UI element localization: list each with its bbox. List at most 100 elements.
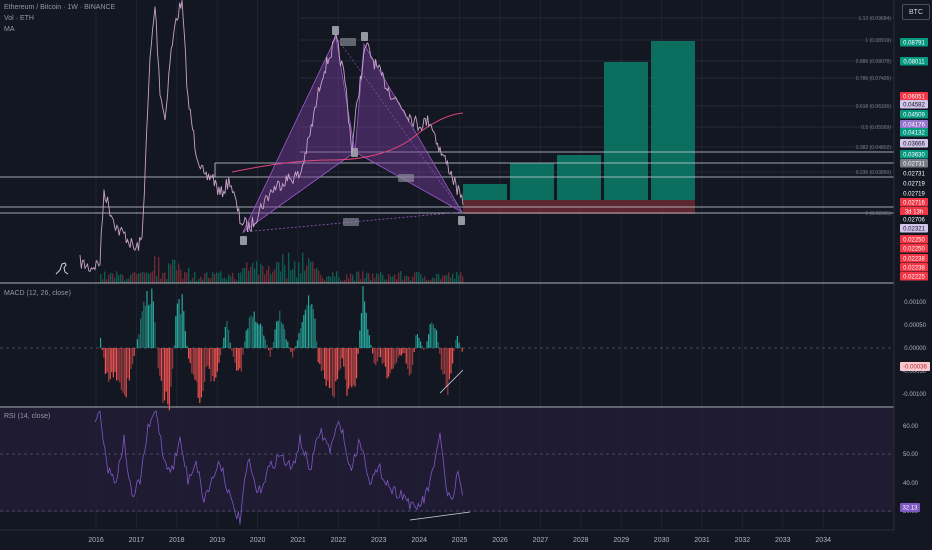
macd-bar [437,342,439,348]
volume-bar [456,271,458,283]
macd-bar [120,348,122,391]
volume-bar [280,271,282,283]
volume-bar [156,276,158,283]
volume-bar [110,272,112,283]
macd-bar [348,348,350,389]
macd-legend[interactable]: MACD (12, 26, close) [4,290,71,297]
macd-bar [159,348,161,376]
macd-bar [192,348,194,375]
macd-bar [189,348,191,364]
price-badge [900,244,928,253]
macd-bar [164,348,166,401]
volume-bar [300,273,302,283]
volume-bar [372,273,374,283]
macd-bar [370,344,372,348]
macd-bar [248,317,250,348]
currency-button[interactable]: BTC [902,4,930,20]
macd-bar [112,348,114,378]
volume-bar [400,271,402,283]
macd-bar [188,348,190,359]
volume-bar [338,276,340,283]
macd-bar [383,348,385,363]
macd-bar [146,291,148,348]
volume-bar [218,272,220,283]
macd-bar [268,348,270,351]
macd-bar [176,303,178,348]
macd-bar [141,311,143,348]
volume-bar [172,259,174,283]
volume-bar [160,278,162,283]
macd-bar [125,348,127,398]
macd-bar [183,311,185,348]
macd-bar [352,348,354,385]
volume-bar [200,276,202,283]
time-axis-label: 2034 [815,537,831,544]
macd-bar [380,348,382,358]
macd-bar [421,345,423,348]
macd-bar [226,320,228,348]
volume-bar [324,280,326,283]
macd-bar [304,309,306,348]
macd-bar [151,288,153,348]
macd-bar [341,348,343,359]
macd-bar [292,348,294,358]
macd-bar [317,348,319,363]
macd-bar [170,348,172,387]
projection-bar-3 [557,155,601,200]
volume-bar [388,274,390,283]
macd-bar [269,348,271,357]
time-axis[interactable]: 2016 2017 2018 2019 2020 2021 2022 2023 2024 2025… [88,537,831,544]
volume-bar [108,274,110,283]
macd-bar [284,329,286,348]
macd-bar [114,348,116,372]
macd-bar [389,348,391,373]
macd-bar [247,328,249,348]
macd-bar [136,339,138,348]
macd-bar [364,301,366,348]
rsi-legend[interactable]: RSI (14, close) [4,413,51,420]
volume-bar [174,259,176,283]
volume-bar [366,272,368,283]
volume-bar [386,279,388,283]
volume-bar [234,278,236,283]
volume-bar [114,277,116,283]
macd-bar [351,348,353,388]
macd-scale-tick: 0.00050 [904,323,926,329]
macd-bar [207,348,209,366]
rsi-current-badge [900,503,920,512]
macd-bar [399,348,401,356]
volume-bar [330,276,332,283]
volume-bar [232,272,234,283]
volume-bar [306,265,308,283]
price-badge-text: 3d 13h [905,209,923,215]
volume-bar [348,278,350,283]
macd-bar [426,341,428,348]
price-badge [900,159,928,168]
macd-bar [135,348,137,349]
volume-bar [214,274,216,283]
time-axis-label: 2019 [209,537,225,544]
macd-bar [274,329,276,348]
volume-bar [416,271,418,283]
macd-bar [410,348,412,374]
ma-legend[interactable]: MA [4,26,15,33]
macd-bar [450,348,452,374]
macd-bar [432,324,434,348]
macd-bar [242,348,244,355]
price-badge [900,128,928,137]
volume-bar [334,276,336,283]
macd-bar [282,324,284,348]
pattern-ratio-3 [343,218,359,226]
macd-bar [452,348,454,364]
macd-bar [295,346,297,348]
volume-bar [106,279,108,283]
volume-legend[interactable]: Vol · ETH [4,15,34,22]
price-badge [900,38,928,47]
macd-bar [423,348,425,350]
volume-bar [104,271,106,283]
macd-bar [420,341,422,348]
volume-bar [430,279,432,283]
projection-bar-5 [651,41,695,200]
macd-bar [360,313,362,348]
